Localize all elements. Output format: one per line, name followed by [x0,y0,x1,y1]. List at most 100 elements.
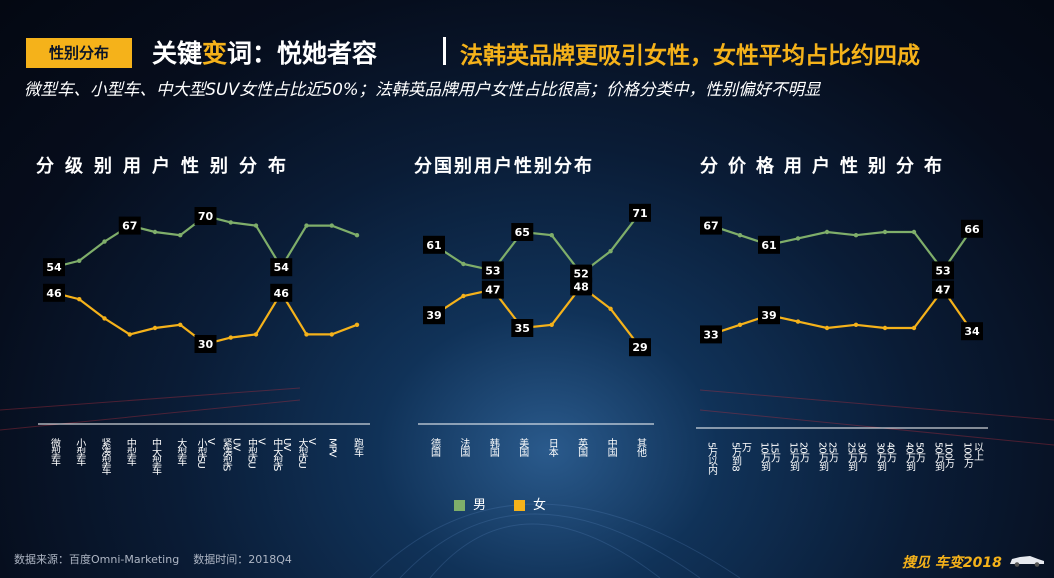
svg-text:紧凑型车: 紧凑型车 [99,438,111,476]
svg-text:中型SU: 中型SU [246,437,258,469]
x-tick-label: 中型车 [124,437,136,467]
data-label-text: 53 [935,264,950,277]
x-tick-label: MPV [326,438,337,458]
data-point-male [853,233,859,238]
title-divider [443,37,446,65]
data-point-female [549,322,554,327]
svg-text:跑车: 跑车 [352,437,364,458]
data-point-male [304,223,309,228]
data-point-male [824,229,830,235]
data-label-text: 47 [485,284,500,297]
page-title: 关键变词：悦她者容 [152,39,378,68]
data-label-text: 67 [703,220,718,233]
data-label: 33 [700,325,722,344]
series-line-female [433,284,641,348]
legend-female: 女 [514,494,546,513]
data-label: 67 [700,216,722,235]
data-label: 67 [118,216,141,235]
legend-male-swatch [454,500,465,511]
data-point-male [102,239,107,244]
svg-text:50万: 50万 [914,442,926,464]
svg-text:日本: 日本 [546,438,558,458]
data-label-text: 47 [935,284,950,297]
data-point-male [228,220,233,225]
data-label-box [758,306,780,325]
page-title-sub: 法韩英品牌更吸引女性，女性平均占比约四成 [460,43,920,69]
data-label: 65 [511,223,534,241]
section-badge: 性别分布 [26,38,132,68]
data-label-box [511,319,534,337]
data-label-text: 52 [573,268,588,281]
x-tick-label: 50万到 100万 [933,442,955,472]
series-line-female [710,287,973,336]
data-label: 39 [423,306,445,325]
series-line-male [710,224,973,273]
x-tick-label: 30万到 40万 [875,442,897,472]
data-label-box [961,219,983,238]
data-point-male [152,229,158,235]
data-label-text: 39 [426,309,441,322]
svg-text:V: V [205,438,216,445]
data-label-text: 46 [274,287,290,300]
data-label: 54 [270,258,293,277]
svg-text:40万到: 40万到 [904,442,916,472]
data-label-text: 39 [761,309,776,322]
chart-title-level: 分级别用户性别分布 [36,156,297,177]
data-label-box [700,325,722,344]
svg-text:25万到: 25万到 [846,442,858,472]
svg-text:15万: 15万 [769,442,781,464]
data-label-text: 54 [274,261,290,274]
svg-text:V: V [256,438,267,445]
data-point-male [354,233,360,238]
svg-text:韩国: 韩国 [487,437,499,458]
data-point-female [911,325,917,331]
chart-country: 61 53 65 52 71 39 47 35 48 29 德国 法国 韩国 美国 日本 英国 中国 其他 [418,203,654,458]
x-tick-label: 小型SU V [195,438,216,469]
page-subtitle: 微型车、小型车、中大型SUV女性占比近50%；法韩英品牌用户女性占比很高；价格分… [24,80,821,99]
data-point-male [253,223,259,228]
data-label: 66 [961,219,983,238]
x-tick-label: 15万到 20万 [788,442,810,472]
data-label-text: 33 [703,328,718,341]
data-label: 70 [194,207,217,225]
data-label-text: 54 [46,261,62,274]
data-point-female [737,322,743,327]
svg-text:法国: 法国 [458,437,470,458]
data-label-box [118,216,141,235]
svg-text:10万到: 10万到 [759,442,771,472]
data-point-female [608,306,613,311]
data-time: 数据时间：2018Q4 [193,553,292,566]
data-label-box [629,338,651,357]
svg-text:30万到: 30万到 [875,442,887,472]
x-tick-label: 中型SU V [246,437,267,469]
data-point-male [795,236,801,241]
data-point-male [911,229,917,235]
chart-title-country: 分国别用户性别分布 [414,156,594,177]
x-tick-label: 100万 以上 [962,442,984,469]
x-tick-label: 40万到 50万 [904,442,926,472]
x-tick-label: 紧凑型车 [99,438,111,476]
x-tick-label: 韩国 [487,437,499,458]
x-tick-label: 微型车 [49,437,61,467]
data-label-text: 67 [122,220,137,233]
data-label-text: 71 [632,207,647,220]
svg-text:40万: 40万 [885,442,897,464]
svg-text:小型车: 小型车 [74,438,86,467]
data-point-male [77,258,82,263]
x-tick-label: 5万到8 万 [730,442,752,471]
series-line-male [433,212,641,276]
data-label-text: 29 [632,341,647,354]
svg-text:万: 万 [740,442,752,453]
svg-text:英国: 英国 [576,437,588,458]
data-label: 54 [43,258,65,277]
data-label-box [270,283,293,302]
data-label: 29 [629,338,651,357]
data-source: 数据来源：百度Omni-Marketing 数据时间：2018Q4 [14,553,292,566]
data-point-female [253,332,259,337]
svg-text:MPV: MPV [326,438,337,458]
data-label: 71 [629,203,651,222]
svg-text:紧凑型S: 紧凑型S [220,438,232,471]
